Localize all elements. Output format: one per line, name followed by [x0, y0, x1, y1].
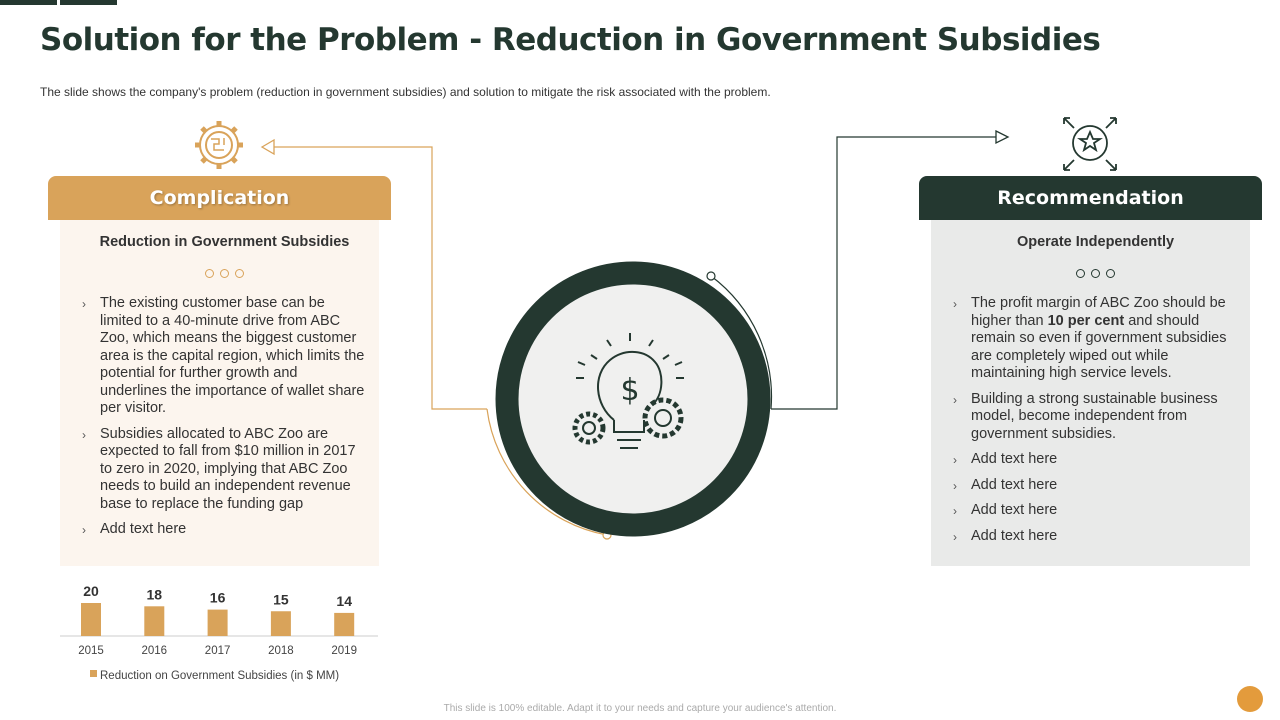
bar-value-label: 18 [147, 586, 163, 602]
bar-2017 [207, 609, 228, 636]
recommendation-bullet: The profit margin of ABC Zoo should be h… [953, 295, 1238, 383]
recommendation-bullet: Add text here [953, 477, 1238, 495]
x-tick-label: 2016 [142, 645, 168, 657]
recommendation-title: Operate Independently [1016, 234, 1175, 250]
bar-2019 [334, 612, 355, 636]
bar-value-label: 20 [83, 583, 99, 599]
x-tick-label: 2018 [268, 645, 294, 657]
corner-badge [1237, 686, 1263, 712]
complication-bullet: Add text here [82, 521, 367, 539]
recommendation-bullet: Add text here [953, 528, 1238, 546]
complication-header: Complication [48, 176, 391, 220]
top-tab [60, 0, 117, 5]
complication-panel: Reduction in Government Subsidies The ex… [60, 220, 379, 566]
bar-value-label: 15 [273, 591, 289, 607]
bar-value-label: 14 [336, 593, 352, 609]
complication-bullet: The existing customer base can be limite… [82, 295, 367, 418]
bar-2016 [144, 606, 165, 636]
top-tab [0, 0, 57, 5]
x-tick-label: 2015 [78, 645, 104, 657]
bar-2018 [270, 611, 291, 636]
x-tick-label: 2017 [205, 645, 231, 657]
recommendation-bullet: Add text here [953, 451, 1238, 469]
decorative-dots [82, 266, 367, 284]
bar-value-label: 16 [210, 590, 226, 606]
recommendation-panel: Operate Independently The profit margin … [931, 220, 1250, 566]
footer-note: This slide is 100% editable. Adapt it to… [443, 703, 837, 714]
subsidies-bar-chart: Reduction on Government Subsidies (in $ … [60, 583, 378, 682]
bar-2015 [81, 603, 101, 636]
complication-bullet: Subsidies allocated to ABC Zoo are expec… [82, 426, 367, 514]
svg-text:$: $ [620, 373, 639, 408]
star-arrows-icon [1063, 117, 1117, 171]
complication-title: Reduction in Government Subsidies [99, 234, 350, 250]
x-tick-label: 2019 [331, 645, 357, 657]
recommendation-bullet: Add text here [953, 502, 1238, 520]
legend-label: Reduction on Government Subsidies (in $ … [100, 670, 339, 682]
legend-swatch [90, 670, 97, 677]
lightbulb-dollar-gears-icon: $ [572, 333, 684, 449]
decorative-dots [953, 266, 1238, 284]
gear-puzzle-icon [195, 121, 243, 169]
recommendation-header: Recommendation [919, 176, 1262, 220]
page-title: Solution for the Problem - Reduction in … [40, 22, 1101, 58]
recommendation-bullet: Building a strong sustainable business m… [953, 391, 1238, 444]
subtitle: The slide shows the company's problem (r… [40, 85, 771, 99]
